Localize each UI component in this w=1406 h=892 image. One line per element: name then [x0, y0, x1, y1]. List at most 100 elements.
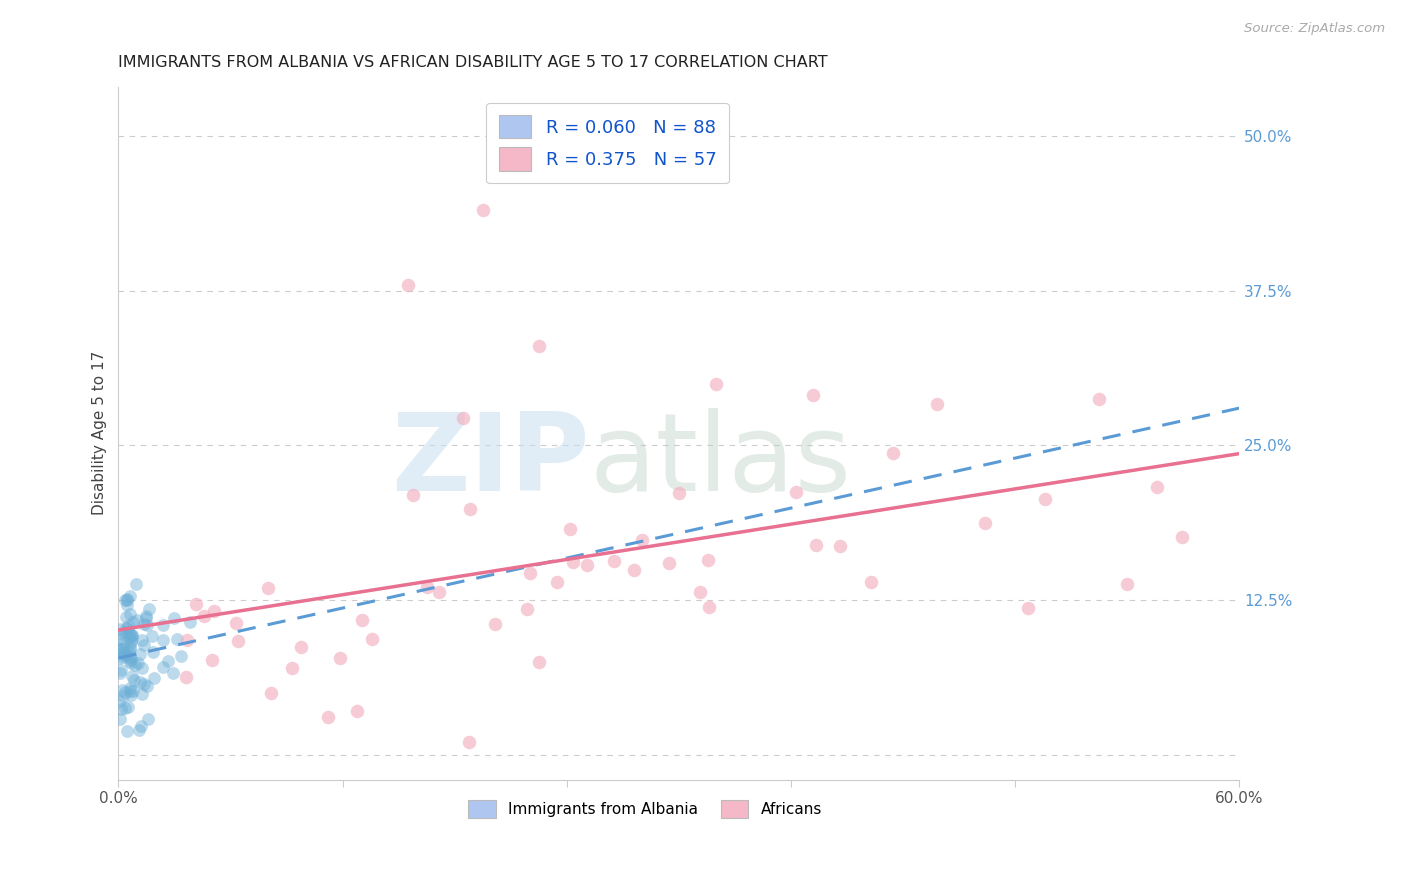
- Point: [121, 668, 143, 682]
- Point: [361, 632, 384, 646]
- Point: [120, 628, 142, 642]
- Point: [120, 681, 142, 696]
- Point: [114, 701, 136, 715]
- Point: [623, 563, 645, 577]
- Point: [129, 719, 152, 733]
- Point: [804, 537, 827, 551]
- Point: [128, 647, 150, 661]
- Point: [801, 387, 824, 401]
- Point: [114, 624, 136, 639]
- Point: [1115, 576, 1137, 591]
- Point: [519, 566, 541, 581]
- Point: [176, 633, 198, 648]
- Point: [111, 682, 134, 697]
- Point: [141, 629, 163, 643]
- Point: [121, 628, 143, 642]
- Point: [118, 641, 141, 656]
- Point: [346, 705, 368, 719]
- Point: [121, 629, 143, 643]
- Point: [546, 574, 568, 589]
- Point: [118, 650, 141, 665]
- Point: [135, 609, 157, 624]
- Point: [138, 602, 160, 616]
- Point: [127, 613, 149, 627]
- Point: [174, 670, 197, 684]
- Point: [120, 656, 142, 670]
- Legend: Immigrants from Albania, Africans: Immigrants from Albania, Africans: [463, 794, 828, 824]
- Point: [114, 593, 136, 607]
- Point: [257, 581, 280, 595]
- Point: [135, 617, 157, 632]
- Point: [668, 486, 690, 500]
- Point: [527, 655, 550, 669]
- Point: [110, 712, 132, 726]
- Point: [131, 632, 153, 647]
- Point: [329, 651, 352, 665]
- Point: [120, 652, 142, 666]
- Point: [114, 648, 136, 662]
- Point: [135, 611, 157, 625]
- Point: [152, 659, 174, 673]
- Point: [152, 632, 174, 647]
- Point: [1033, 491, 1056, 506]
- Point: [112, 649, 135, 664]
- Point: [785, 484, 807, 499]
- Point: [697, 599, 720, 614]
- Point: [558, 522, 581, 536]
- Point: [136, 713, 159, 727]
- Point: [118, 589, 141, 603]
- Text: atlas: atlas: [589, 408, 851, 514]
- Point: [120, 635, 142, 649]
- Point: [120, 654, 142, 668]
- Point: [122, 615, 145, 629]
- Point: [118, 639, 141, 653]
- Point: [350, 613, 373, 627]
- Point: [401, 488, 423, 502]
- Point: [118, 626, 141, 640]
- Point: [110, 646, 132, 660]
- Point: [115, 724, 138, 739]
- Point: [179, 615, 201, 630]
- Point: [122, 683, 145, 698]
- Point: [828, 539, 851, 553]
- Point: [115, 621, 138, 635]
- Point: [451, 410, 474, 425]
- Point: [193, 609, 215, 624]
- Point: [117, 700, 139, 714]
- Point: [115, 592, 138, 607]
- Point: [117, 598, 139, 612]
- Point: [134, 677, 156, 691]
- Point: [859, 574, 882, 589]
- Point: [316, 710, 339, 724]
- Point: [396, 277, 419, 292]
- Point: [152, 617, 174, 632]
- Point: [974, 516, 997, 530]
- Point: [117, 619, 139, 633]
- Point: [108, 694, 131, 708]
- Point: [471, 203, 494, 218]
- Point: [132, 638, 155, 652]
- Point: [697, 553, 720, 567]
- Point: [281, 661, 304, 675]
- Point: [108, 665, 131, 680]
- Text: Source: ZipAtlas.com: Source: ZipAtlas.com: [1244, 22, 1385, 36]
- Point: [111, 689, 134, 703]
- Point: [882, 446, 904, 460]
- Point: [110, 663, 132, 677]
- Point: [458, 502, 481, 516]
- Point: [124, 658, 146, 673]
- Point: [114, 610, 136, 624]
- Point: [131, 661, 153, 675]
- Point: [112, 627, 135, 641]
- Point: [112, 646, 135, 660]
- Point: [108, 650, 131, 665]
- Point: [163, 611, 186, 625]
- Point: [118, 645, 141, 659]
- Y-axis label: Disability Age 5 to 17: Disability Age 5 to 17: [93, 351, 107, 516]
- Point: [259, 686, 281, 700]
- Point: [115, 593, 138, 607]
- Point: [1146, 480, 1168, 494]
- Point: [527, 339, 550, 353]
- Point: [416, 580, 439, 594]
- Point: [120, 689, 142, 703]
